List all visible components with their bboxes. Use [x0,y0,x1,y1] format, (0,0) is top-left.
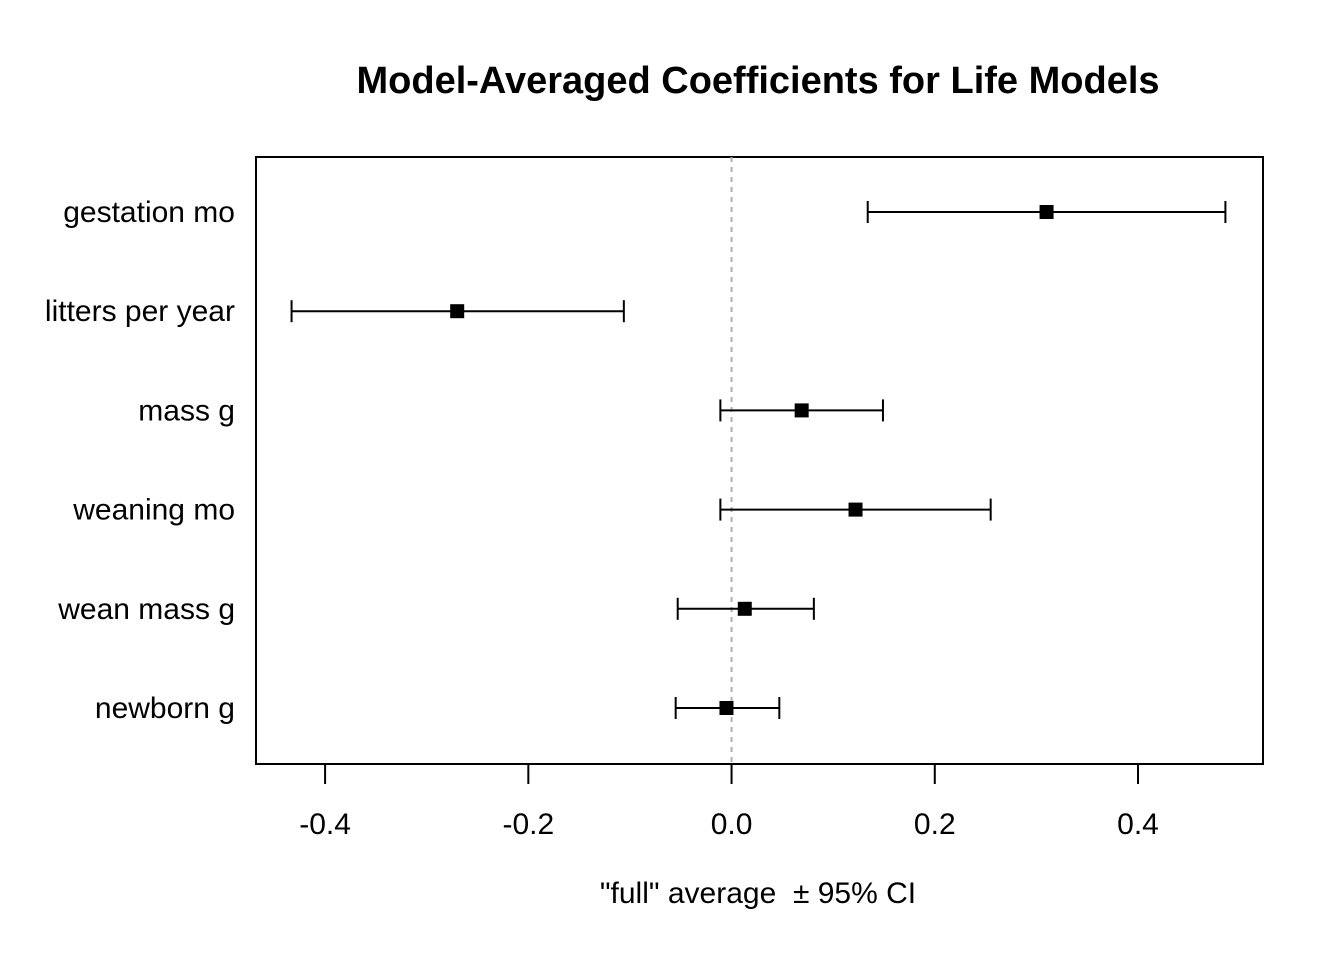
estimate-point [794,403,809,418]
y-axis-labels: gestation mo litters per year mass g weanin… [45,196,235,725]
coefficient-marks [290,201,1227,719]
y-category-label: gestation mo [63,196,235,229]
y-category-label: weaning mo [72,494,235,527]
estimate-point [848,502,863,517]
x-tick-label: 0.2 [914,808,956,841]
x-tick-label: -0.2 [502,808,554,841]
x-tick-label: -0.4 [299,808,351,841]
y-category-label: newborn g [95,692,235,725]
x-axis-label: "full" average ± 95% CI [600,877,916,910]
chart-title: Model-Averaged Coefficients for Life Mod… [356,60,1159,102]
estimate-point [719,701,734,715]
estimate-point [1039,205,1054,219]
y-category-label: mass g [138,394,235,427]
x-axis: -0.4 -0.2 0.0 0.2 0.4 [299,764,1159,841]
y-category-label: litters per year [45,295,235,328]
y-category-label: wean mass g [57,593,235,626]
estimate-point [450,304,465,319]
x-tick-label: 0.0 [711,808,753,841]
x-tick-label: 0.4 [1117,808,1159,841]
plot-frame [255,156,1264,765]
estimate-point [737,601,752,616]
